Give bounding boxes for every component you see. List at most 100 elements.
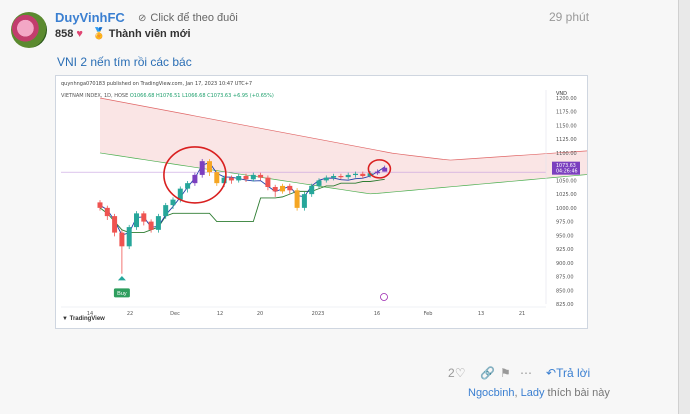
candle-body xyxy=(265,177,271,187)
candle-body xyxy=(126,227,132,247)
candle-body xyxy=(221,177,227,184)
candle-body xyxy=(287,185,293,191)
user-stats: 858 ♥ 🏅 Thành viên mới xyxy=(55,27,191,40)
leading-span-a xyxy=(99,97,587,161)
y-tick-label: 925.00 xyxy=(556,247,574,253)
y-tick-label: 1175.00 xyxy=(556,110,577,116)
candle-body xyxy=(250,174,256,180)
member-title: 🏅 Thành viên mới xyxy=(92,28,191,40)
x-tick-label: 20 xyxy=(257,311,263,317)
candle-body xyxy=(294,190,300,208)
y-tick-label: 1050.00 xyxy=(556,178,577,184)
liker-1[interactable]: Ngocbinh xyxy=(468,387,515,399)
candle-body xyxy=(338,176,344,178)
bookmark-icon[interactable]: ⚑ xyxy=(500,366,511,380)
y-tick-label: 1000.00 xyxy=(556,206,577,212)
y-tick-label: 900.00 xyxy=(556,261,574,267)
y-tick-label: 950.00 xyxy=(556,233,574,239)
x-tick-label: 21 xyxy=(519,311,525,317)
candle-body xyxy=(243,176,249,180)
candle-body xyxy=(97,202,103,208)
candle-body xyxy=(272,186,278,192)
candle-body xyxy=(207,161,212,173)
candle-body xyxy=(148,221,154,230)
likers-line: Ngocbinh, Lady thích bài này xyxy=(468,387,610,399)
conversion-line xyxy=(99,162,385,236)
candle-body xyxy=(141,213,147,222)
buy-label: Buy xyxy=(117,291,127,297)
buy-arrow xyxy=(117,275,126,281)
candle-body xyxy=(331,176,337,178)
time-tag: 04:26:46 xyxy=(556,169,578,175)
dividend-event-icon xyxy=(380,293,388,301)
heart-icon: ♥ xyxy=(76,28,83,40)
candle-body xyxy=(236,176,242,181)
tradingview-logo: ▼ TradingView xyxy=(62,316,105,322)
y-tick-label: 1100.00 xyxy=(556,151,577,157)
candle-body xyxy=(301,194,307,208)
medal-icon: 🏅 xyxy=(92,28,106,40)
candle-body xyxy=(185,183,191,189)
candle-body xyxy=(134,213,139,228)
ichimoku-cloud xyxy=(100,98,587,194)
reply-button[interactable]: ↶ Trả lời xyxy=(546,366,591,380)
candle-body xyxy=(170,199,176,206)
candle-body xyxy=(163,205,169,217)
candle-body xyxy=(353,173,358,176)
y-tick-label: 1025.00 xyxy=(556,192,577,198)
post-time[interactable]: 29 phút xyxy=(549,10,590,24)
candle-body xyxy=(119,232,125,247)
candle-body xyxy=(316,180,322,186)
x-tick-label: 12 xyxy=(217,311,223,317)
buy-badge xyxy=(113,288,130,298)
heart-outline-icon: ♡ xyxy=(454,366,466,380)
follow-icon: ⊘ xyxy=(138,13,147,24)
candle-body xyxy=(374,171,380,174)
x-tick-label: 2023 xyxy=(312,311,325,317)
y-tick-label: 825.00 xyxy=(556,302,574,308)
candle-body xyxy=(345,174,351,178)
liker-2[interactable]: Lady xyxy=(520,387,545,399)
price-tag: 1073.63 xyxy=(556,163,576,169)
y-tick-label: 1125.00 xyxy=(556,137,577,143)
chart-publisher: quynhnga070183 published on TradingView.… xyxy=(61,81,253,87)
x-tick-label: 22 xyxy=(127,311,133,317)
candle-body xyxy=(214,172,220,184)
follow-label: Click để theo đuôi xyxy=(150,12,238,24)
x-tick-label: Dec xyxy=(170,311,180,317)
base-line xyxy=(99,178,385,234)
chart-image[interactable]: Buy VND 1200.00 1175.00 1150.00 1125.00 1100.0… xyxy=(55,75,588,329)
post-text: VNI 2 nến tím rồi các bác xyxy=(57,55,192,69)
candle-body xyxy=(199,161,205,175)
more-icon[interactable]: ⋯ xyxy=(520,366,532,380)
avatar[interactable] xyxy=(11,12,47,48)
candle-body xyxy=(112,216,118,233)
candle-body xyxy=(309,185,315,195)
link-icon[interactable]: 🔗 xyxy=(480,366,495,380)
highlight-circle xyxy=(163,146,227,204)
y-tick-label: 850.00 xyxy=(556,288,574,294)
leading-span-b xyxy=(99,152,587,195)
username-link[interactable]: DuyVinhFC xyxy=(55,10,125,25)
follow-button[interactable]: ⊘ Click để theo đuôi xyxy=(138,12,238,24)
candle-body xyxy=(177,188,183,200)
y-tick-label: 975.00 xyxy=(556,220,574,226)
y-tick-label: 1150.00 xyxy=(556,123,577,129)
x-tick-label: 14 xyxy=(87,311,93,317)
highlight-circle xyxy=(367,159,392,179)
like-count[interactable]: 2 ♡ xyxy=(448,366,466,380)
candle-body xyxy=(360,173,366,177)
x-tick-label: 16 xyxy=(374,311,380,317)
x-tick-label: 13 xyxy=(478,311,484,317)
candle-body xyxy=(258,174,264,178)
candle-body xyxy=(228,177,234,181)
chart-symbol-line: VIETNAM INDEX, 1D, HOSE O1066.68 H1076.5… xyxy=(61,93,274,99)
currency-label: VND xyxy=(556,91,567,97)
price-tag-box xyxy=(552,161,580,175)
candle-body xyxy=(382,167,388,172)
tradingview-icon: ▼ xyxy=(62,316,70,322)
candle-body xyxy=(323,177,329,181)
y-tick-label: 1200.00 xyxy=(556,96,577,102)
